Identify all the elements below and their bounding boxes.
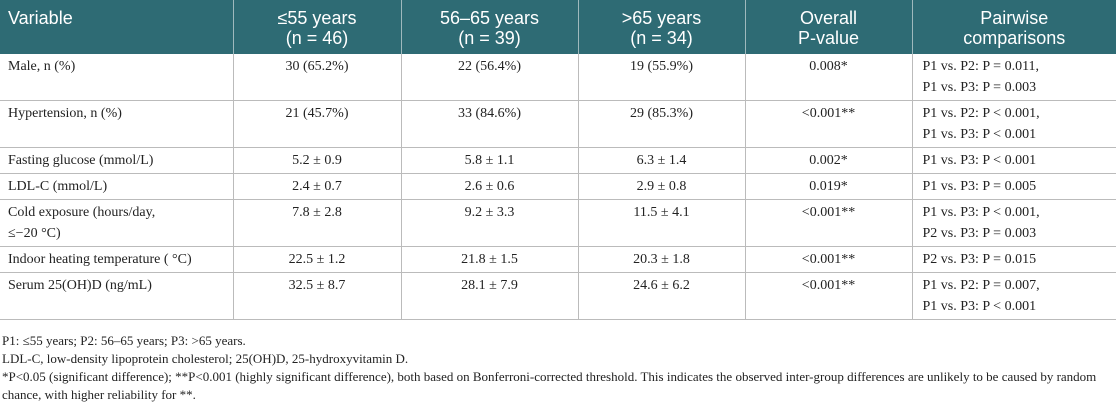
table-cell: 2.6 ± 0.6 [400,173,578,200]
table-cell: 21.8 ± 1.5 [400,246,578,273]
column-header: Pairwise comparisons [911,0,1116,54]
table-cell: 0.019* [744,173,912,200]
table-cell: 9.2 ± 3.3 [400,199,578,247]
table-cell: 6.3 ± 1.4 [577,147,745,174]
cell-line: comparisons [963,28,1066,48]
cell-line: P1 vs. P3: P < 0.001 [922,299,1037,314]
cell-line: P1 vs. P3: P < 0.001 [922,153,1037,168]
table-cell: 7.8 ± 2.8 [232,199,401,247]
row-label: Cold exposure (hours/day, ≤−20 °C) [0,199,233,247]
column-header: ≤55 years (n = 46) [232,0,401,54]
table-cell: 0.008* [744,54,912,101]
table-row: Indoor heating temperature ( °C) 22.5 ± 1… [0,246,1116,273]
cell-line: P2 vs. P3: P = 0.015 [922,252,1037,267]
cell-line: P1 vs. P2: P < 0.001, [922,106,1040,121]
table-cell: 22 (56.4%) [400,54,578,101]
cell-line: P1 vs. P3: P = 0.003 [922,80,1037,95]
cell-line: P2 vs. P3: P = 0.003 [922,226,1037,241]
cell-line: Cold exposure (hours/day, [8,205,156,220]
table-cell: <0.001** [744,199,912,247]
footnote: P1: ≤55 years; P2: 56–65 years; P3: >65 … [2,333,246,348]
cell-line: P1 vs. P3: P < 0.001 [922,127,1037,142]
table-cell: 33 (84.6%) [400,100,578,148]
table-row: Fasting glucose (mmol/L) 5.2 ± 0.9 5.8 ± 1… [0,147,1116,174]
table-cell: 28.1 ± 7.9 [400,272,578,320]
table-cell: 22.5 ± 1.2 [232,246,401,273]
table-cell: 2.4 ± 0.7 [232,173,401,200]
table-cell: 30 (65.2%) [232,54,401,101]
footnote: LDL-C, low-density lipoprotein cholester… [2,351,409,366]
cell-line: Overall [799,8,857,28]
cell-line: Pairwise [980,8,1049,28]
cell-line: 56–65 years [439,8,540,28]
table-row: Serum 25(OH)D (ng/mL) 32.5 ± 8.7 28.1 ± 7.… [0,272,1116,320]
table-row: Cold exposure (hours/day, ≤−20 °C) 7.8 ± 2… [0,199,1116,247]
table-cell: 32.5 ± 8.7 [232,272,401,320]
table-row: Male, n (%) 30 (65.2%) 22 (56.4%) 19 (55.9%… [0,54,1116,101]
cell-line: P1 vs. P3: P = 0.005 [922,179,1037,194]
cell-line: (n = 39) [458,28,521,48]
table-cell: 5.8 ± 1.1 [400,147,578,174]
table-cell: <0.001** [744,100,912,148]
cell-line: P1 vs. P2: P = 0.007, [922,278,1040,293]
cell-line: ≤−20 °C) [8,226,61,241]
table-cell: 2.9 ± 0.8 [577,173,745,200]
column-header: >65 years (n = 34) [577,0,745,54]
row-label: LDL-C (mmol/L) [0,173,233,200]
row-label: Fasting glucose (mmol/L) [0,147,233,174]
table-cell: P1 vs. P2: P < 0.001, P1 vs. P3: P < 0.00… [911,100,1116,148]
table-cell: P1 vs. P3: P < 0.001, P2 vs. P3: P = 0.00… [911,199,1116,247]
table-cell: 29 (85.3%) [577,100,745,148]
table-cell: P1 vs. P2: P = 0.007, P1 vs. P3: P < 0.00… [911,272,1116,320]
row-label: Serum 25(OH)D (ng/mL) [0,272,233,320]
table-cell: 19 (55.9%) [577,54,745,101]
table-cell: P1 vs. P2: P = 0.011, P1 vs. P3: P = 0.00… [911,54,1116,101]
table-cell: 11.5 ± 4.1 [577,199,745,247]
cell-line: P1 vs. P3: P < 0.001, [922,205,1040,220]
table-row: LDL-C (mmol/L) 2.4 ± 0.7 2.6 ± 0.6 2.9 ± 0.… [0,173,1116,200]
table-cell: 0.002* [744,147,912,174]
cell-line: Variable [8,8,73,28]
table-cell: <0.001** [744,246,912,273]
table-cell: P1 vs. P3: P < 0.001 [911,147,1116,174]
table-cell: 5.2 ± 0.9 [232,147,401,174]
column-header: Overall P-value [744,0,912,54]
footnotes: P1: ≤55 years; P2: 56–65 years; P3: >65 … [0,332,1116,404]
data-table: Variable ≤55 years (n = 46) 56–65 years (n =… [0,0,1116,320]
table-cell: 24.6 ± 6.2 [577,272,745,320]
header-row: Variable ≤55 years (n = 46) 56–65 years (n =… [0,0,1116,54]
cell-line: (n = 34) [630,28,693,48]
cell-line: >65 years [621,8,702,28]
cell-line: P1 vs. P2: P = 0.011, [922,59,1040,74]
cell-line: (n = 46) [285,28,349,48]
table-cell: 21 (45.7%) [232,100,401,148]
cell-line: ≤55 years [277,8,357,28]
row-label: Hypertension, n (%) [0,100,233,148]
cell-line: P-value [797,28,860,48]
column-header: 56–65 years (n = 39) [400,0,578,54]
row-label: Indoor heating temperature ( °C) [0,246,233,273]
table-cell: P2 vs. P3: P = 0.015 [911,246,1116,273]
row-label: Male, n (%) [0,54,233,101]
table-cell: <0.001** [744,272,912,320]
table-cell: P1 vs. P3: P = 0.005 [911,173,1116,200]
table-cell: 20.3 ± 1.8 [577,246,745,273]
column-header: Variable [0,0,233,54]
footnote: *P<0.05 (significant difference); **P<0.… [2,369,1097,402]
table-row: Hypertension, n (%) 21 (45.7%) 33 (84.6%) 2… [0,100,1116,148]
table-body: Male, n (%) 30 (65.2%) 22 (56.4%) 19 (55.9%… [0,54,1116,320]
